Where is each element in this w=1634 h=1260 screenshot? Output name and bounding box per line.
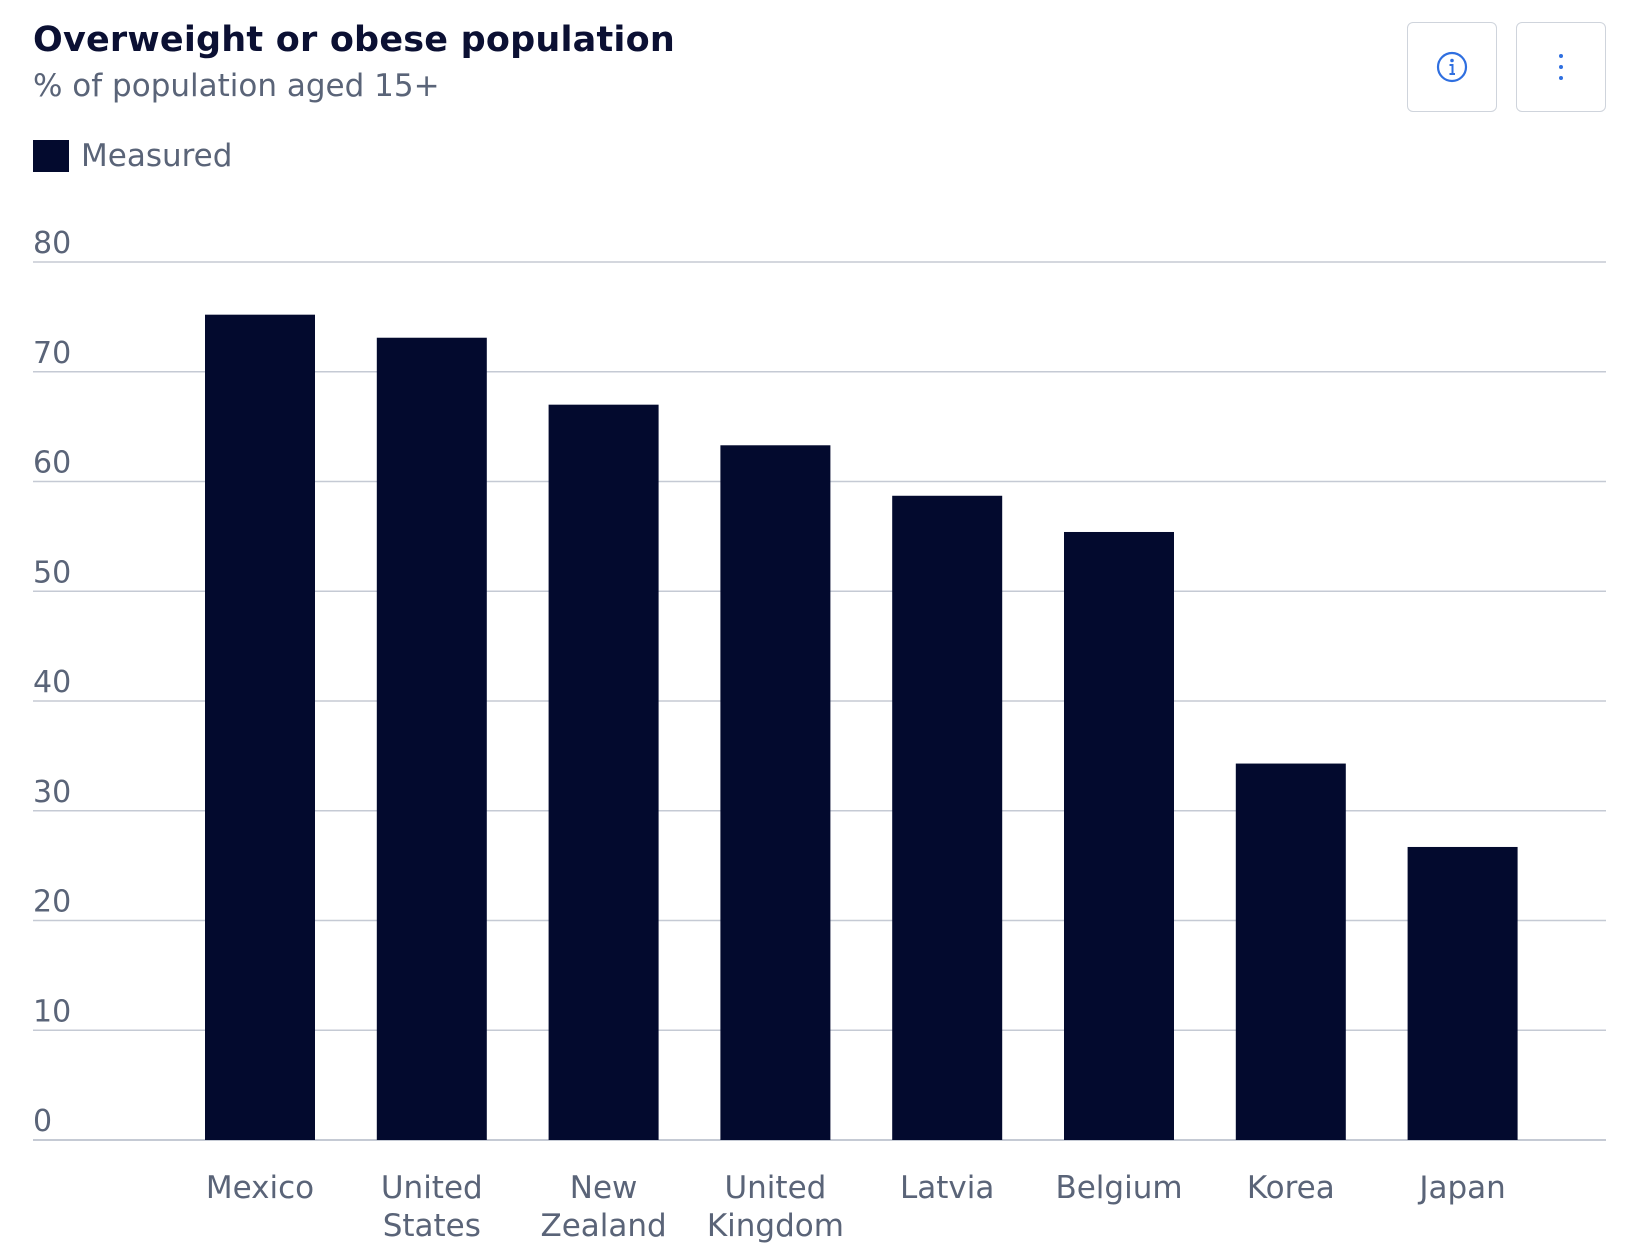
y-tick-label: 40 (33, 665, 71, 700)
bar-united-kingdom[interactable] (720, 445, 831, 1141)
info-button[interactable] (1407, 22, 1497, 112)
x-tick-label: United States (381, 1170, 483, 1244)
chart-title: Overweight or obese population (33, 20, 675, 60)
x-tick-label: Belgium (1055, 1170, 1182, 1206)
x-tick-label: Latvia (900, 1170, 994, 1206)
y-tick-label: 60 (33, 446, 71, 481)
bar-latvia[interactable] (892, 495, 1003, 1141)
legend-label-measured: Measured (81, 138, 233, 174)
y-tick-label: 70 (33, 336, 71, 371)
more-vertical-icon (1559, 54, 1563, 80)
y-tick-label: 50 (33, 555, 71, 590)
bar-united-states[interactable] (376, 337, 487, 1140)
bar-japan[interactable] (1407, 846, 1518, 1140)
x-tick-label: Mexico (206, 1170, 314, 1206)
chart-legend: Measured (33, 138, 232, 174)
y-tick-label: 10 (33, 994, 71, 1029)
y-tick-label: 20 (33, 885, 71, 920)
x-tick-label: United Kingdom (707, 1170, 844, 1244)
x-tick-label: Korea (1247, 1170, 1335, 1206)
chart-subtitle: % of population aged 15+ (33, 68, 440, 104)
bar-mexico[interactable] (205, 314, 315, 1140)
bar-new-zealand[interactable] (548, 404, 659, 1140)
y-tick-label: 0 (33, 1104, 52, 1139)
legend-swatch-measured (33, 140, 69, 172)
y-tick-label: 80 (33, 226, 71, 261)
more-options-button[interactable] (1516, 22, 1606, 112)
info-icon (1436, 51, 1468, 83)
x-tick-label: Japan (1417, 1170, 1505, 1206)
y-tick-label: 30 (33, 775, 71, 810)
bar-korea[interactable] (1235, 763, 1346, 1140)
x-tick-label: New Zealand (540, 1170, 666, 1244)
bar-belgium[interactable] (1064, 531, 1174, 1140)
